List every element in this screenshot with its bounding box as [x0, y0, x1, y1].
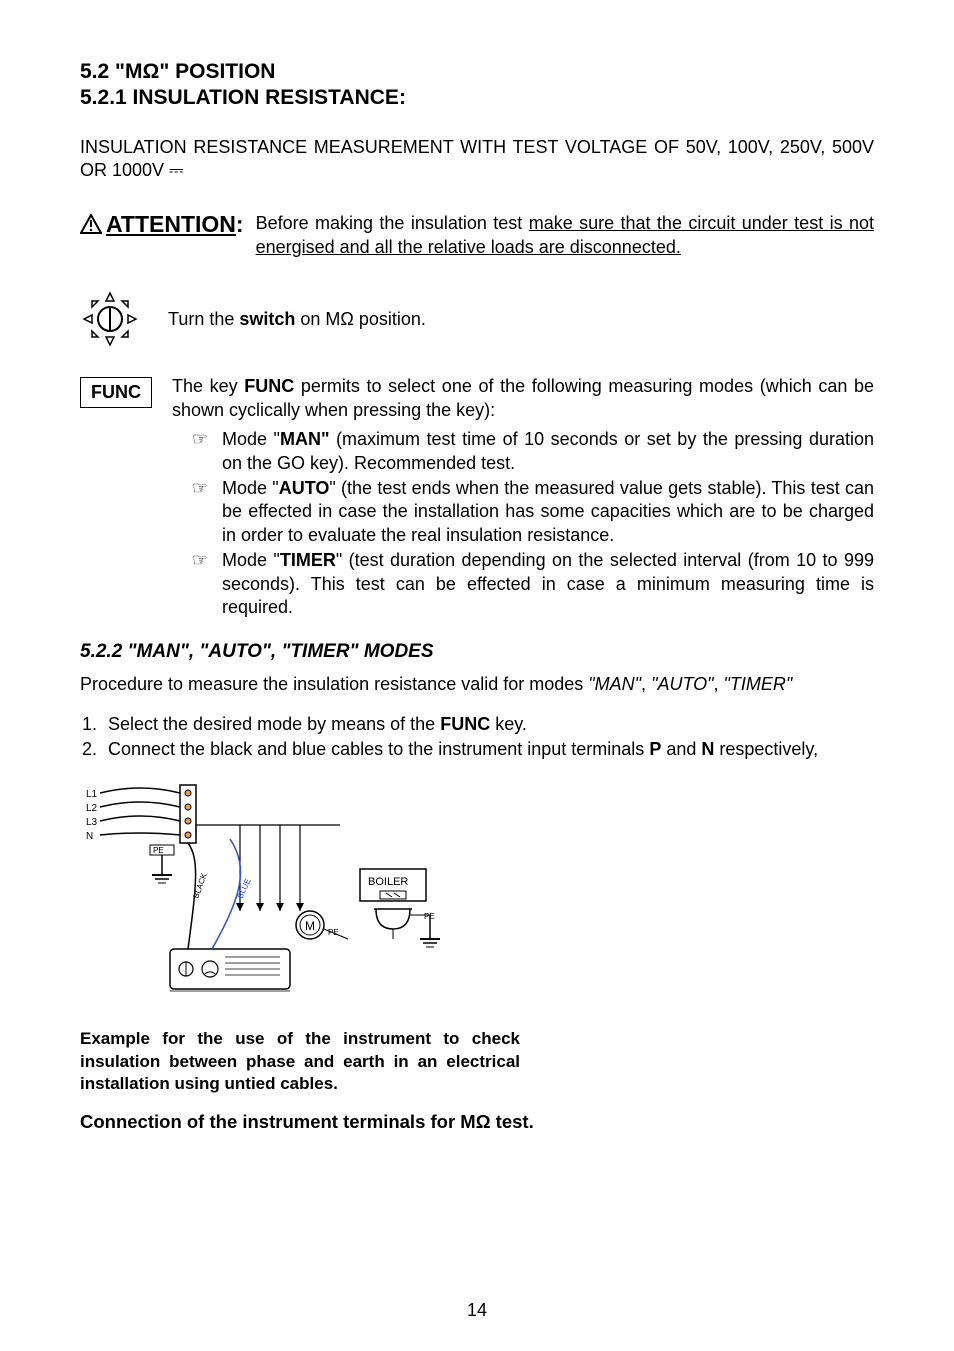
procedure-intro: Procedure to measure the insulation resi… [80, 673, 874, 696]
attention-word: ATTENTION [106, 211, 236, 237]
mode-pre: Mode " [222, 429, 280, 449]
proc-i2: "AUTO" [651, 674, 713, 694]
diagram-label-black: BLACK [191, 872, 209, 900]
list-item: Select the desired mode by means of the … [102, 713, 874, 736]
step-post: respectively, [714, 739, 818, 759]
switch-bold: switch [239, 309, 295, 329]
switch-pre: Turn the [168, 309, 239, 329]
list-item: Connect the black and blue cables to the… [102, 738, 874, 761]
connection-diagram: L1 L2 L3 N PE [80, 779, 874, 1004]
diagram-label-l3: L3 [86, 817, 98, 828]
attention-text: Before making the insulation test make s… [256, 211, 874, 260]
mode-bold: MAN" [280, 429, 330, 449]
step-mid: and [661, 739, 701, 759]
proc-pre: Procedure to measure the insulation resi… [80, 674, 588, 694]
warning-triangle-icon [80, 213, 102, 240]
diagram-label-l2: L2 [86, 803, 98, 814]
func-intro-bold: FUNC [244, 376, 294, 396]
attention-pre: Before making the insulation test [256, 213, 529, 233]
heading-5-2: 5.2 "MΩ" POSITION [80, 60, 874, 84]
diagram-label-blue: BLUE [236, 878, 253, 901]
example-caption: Example for the use of the instrument to… [80, 1028, 520, 1094]
switch-post: on MΩ position. [295, 309, 426, 329]
mode-bold: AUTO [279, 478, 330, 498]
connection-heading: Connection of the instrument terminals f… [80, 1111, 874, 1133]
func-intro-pre: The key [172, 376, 244, 396]
intro-paragraph: INSULATION RESISTANCE MEASUREMENT WITH T… [80, 136, 874, 183]
step-bold1: P [649, 739, 661, 759]
step-pre: Select the desired mode by means of the [108, 714, 440, 734]
heading-5-2-2: 5.2.2 "MAN", "AUTO", "TIMER" MODES [80, 641, 874, 663]
attention-label: ATTENTION: [80, 211, 244, 240]
attention-block: ATTENTION: Before making the insulation … [80, 211, 874, 260]
attention-colon: : [236, 211, 244, 237]
proc-sep1: , [641, 674, 651, 694]
switch-instruction-row: Turn the switch on MΩ position. [80, 289, 874, 349]
diagram-label-m: M [305, 919, 315, 933]
heading-5-2-1: 5.2.1 INSULATION RESISTANCE: [80, 86, 874, 110]
mode-pre: Mode " [222, 550, 280, 570]
func-intro-text: The key FUNC permits to select one of th… [172, 375, 874, 422]
diagram-label-l1: L1 [86, 789, 98, 800]
list-item: Mode "TIMER" (test duration depending on… [192, 549, 874, 619]
proc-i3: "TIMER" [724, 674, 793, 694]
modes-list: Mode "MAN" (maximum test time of 10 seco… [192, 428, 874, 619]
list-item: Mode "MAN" (maximum test time of 10 seco… [192, 428, 874, 475]
procedure-steps: Select the desired mode by means of the … [80, 713, 874, 762]
diagram-label-boiler: BOILER [368, 876, 408, 888]
func-key-box: FUNC [80, 377, 152, 408]
mode-pre: Mode " [222, 478, 279, 498]
switch-instruction-text: Turn the switch on MΩ position. [168, 309, 426, 330]
func-row: FUNC The key FUNC permits to select one … [80, 375, 874, 422]
proc-i1: "MAN" [588, 674, 641, 694]
diagram-label-n: N [86, 831, 93, 842]
step-post: key. [490, 714, 527, 734]
mode-bold: TIMER [280, 550, 336, 570]
list-item: Mode "AUTO" (the test ends when the meas… [192, 477, 874, 547]
step-bold: FUNC [440, 714, 490, 734]
proc-sep2: , [714, 674, 724, 694]
step-pre: Connect the black and blue cables to the… [108, 739, 649, 759]
diagram-label-pe1: PE [153, 846, 164, 855]
page-number: 14 [0, 1300, 954, 1321]
rotary-switch-icon [80, 289, 140, 349]
step-bold2: N [701, 739, 714, 759]
